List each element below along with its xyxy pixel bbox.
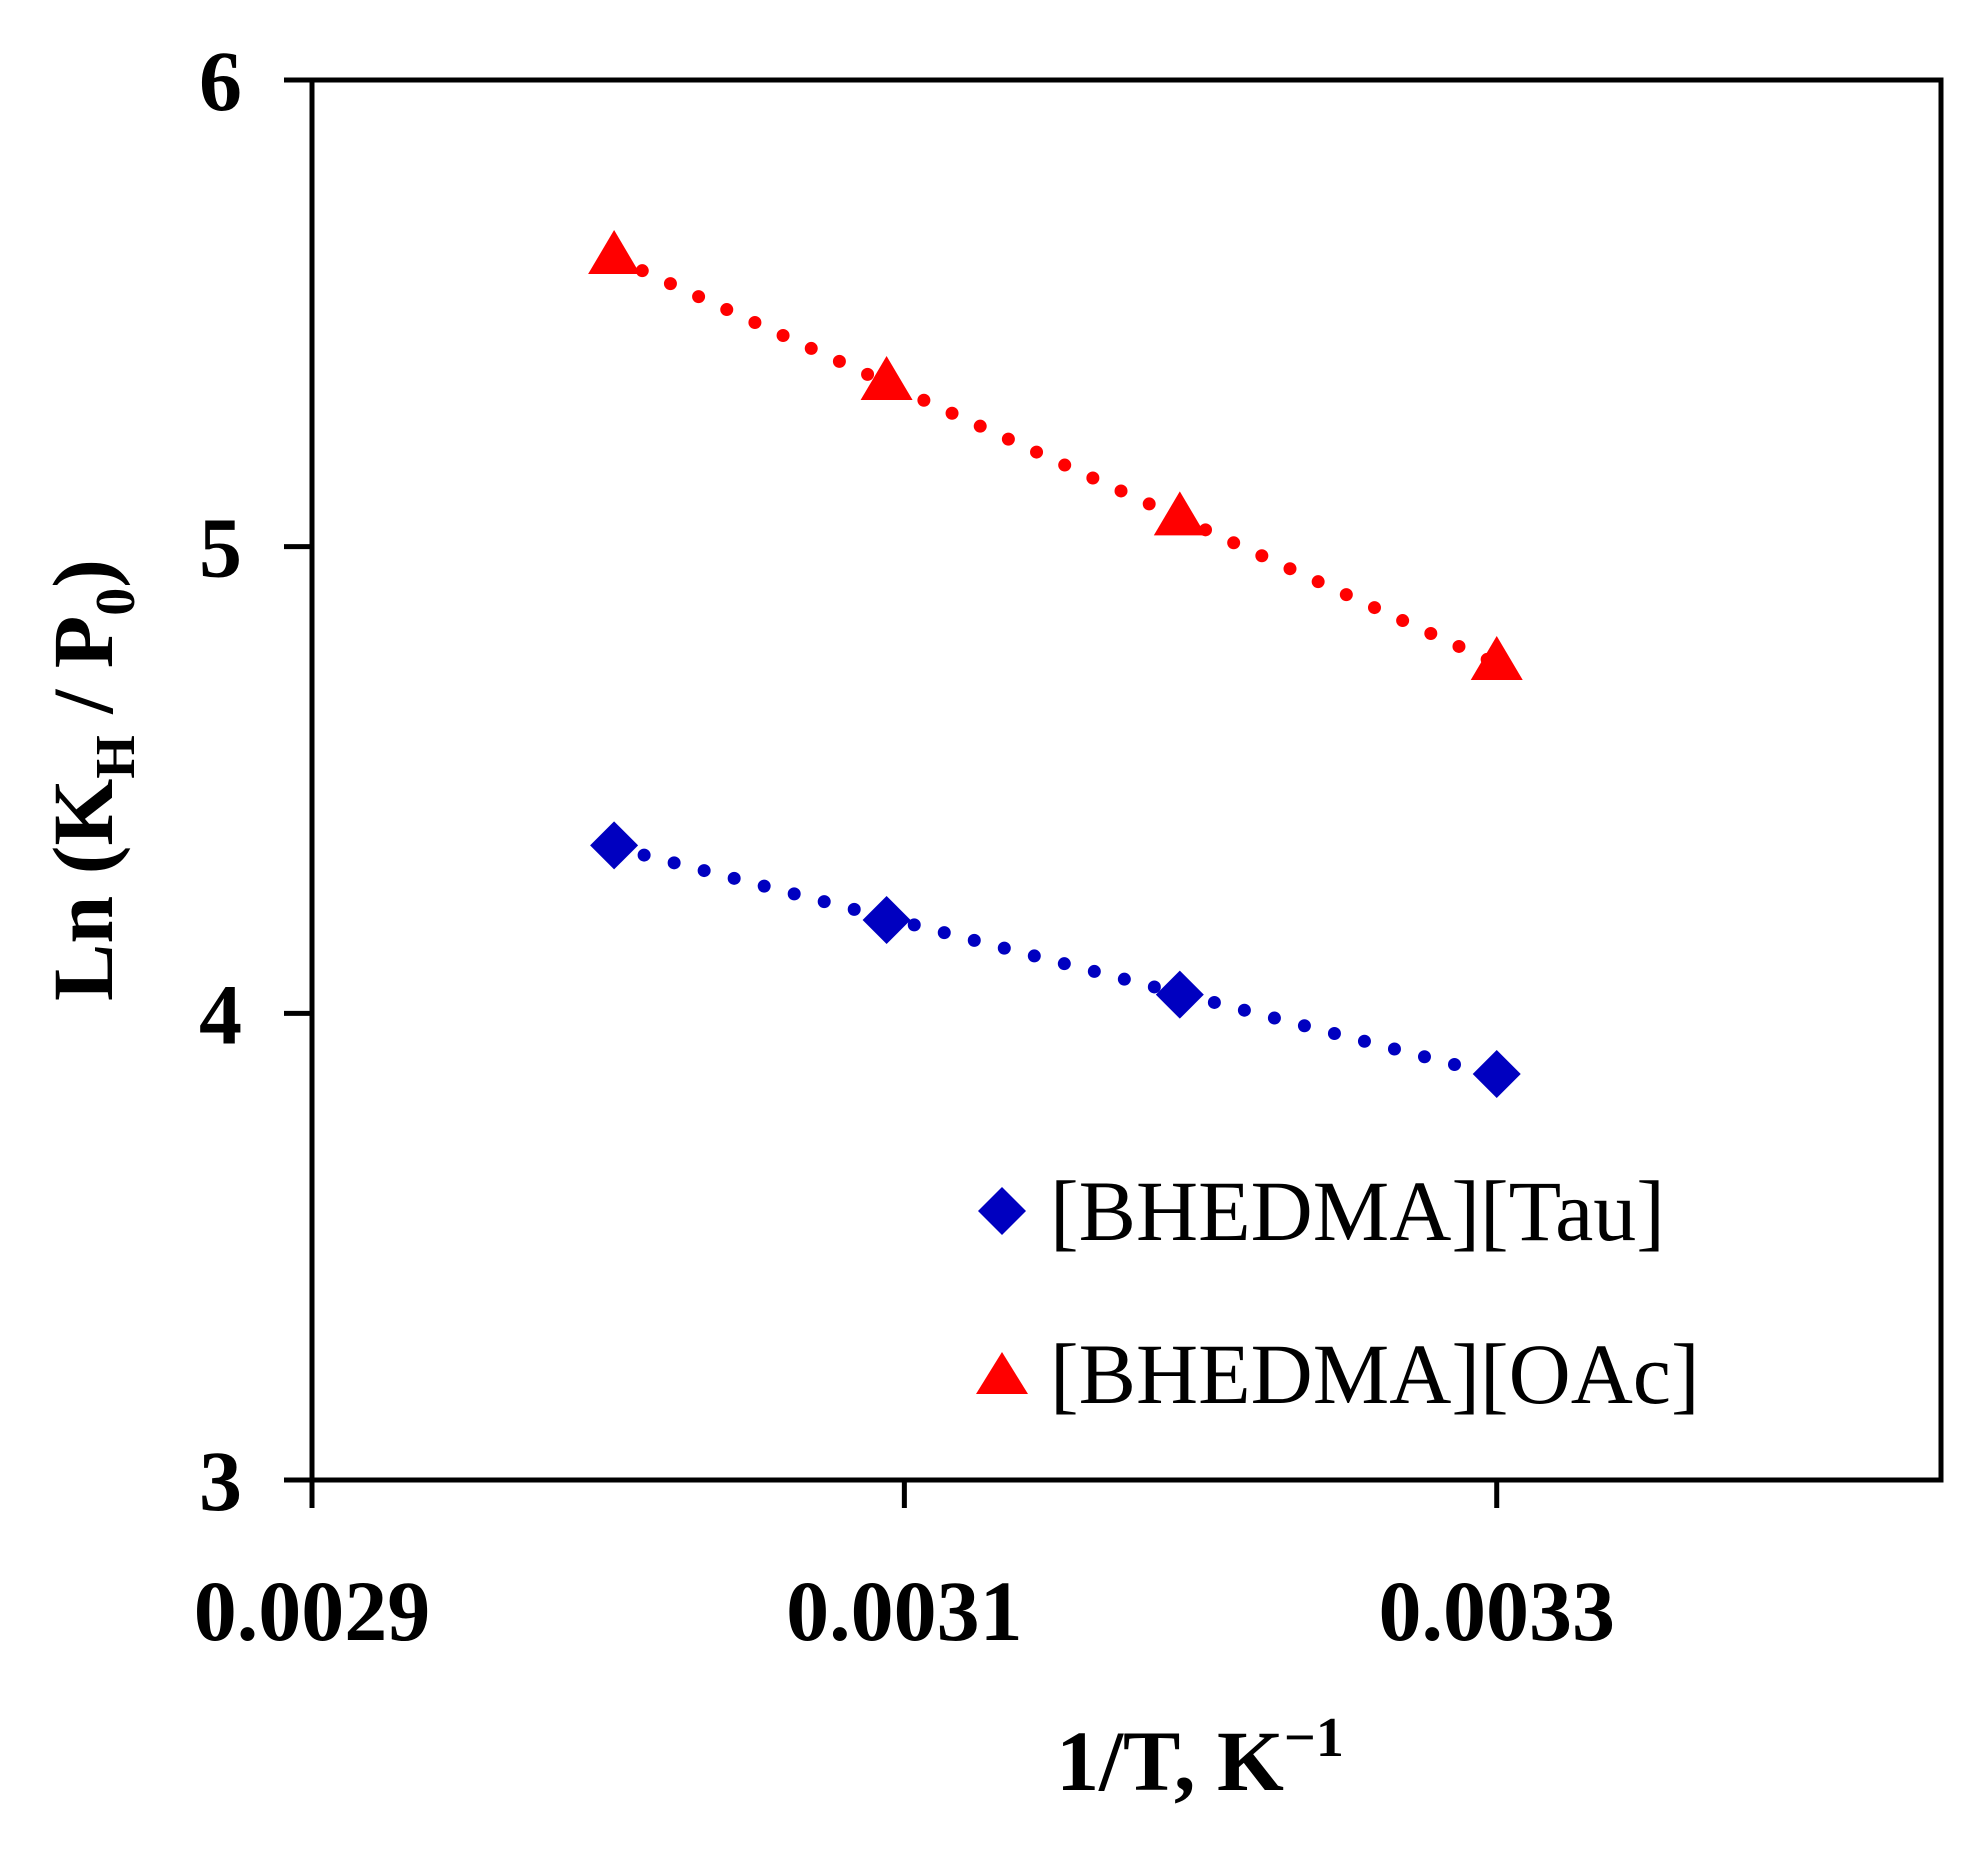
y-tick-label: 4 [199,966,242,1062]
trendline-oac [607,251,1504,671]
y-axis: 3 4 5 6 [199,33,312,1529]
legend-marker-oac [976,1352,1028,1394]
data-point-tau [862,896,911,944]
x-tick-label: 0.0033 [1378,1563,1615,1659]
legend-marker-tau [978,1187,1026,1235]
y-tick-label: 5 [199,500,242,596]
data-point-oac [1153,491,1206,536]
data-point-oac [588,230,641,275]
data-point-tau [1472,1050,1521,1098]
data-point-tau [590,821,639,870]
trendline-tau [607,840,1504,1082]
x-axis-title: 1/T, K−1 [1056,1707,1344,1809]
y-tick-label: 6 [199,33,242,129]
plot-area [309,77,1944,1483]
data-points [588,230,1523,1098]
legend: [BHEDMA][Tau] [BHEDMA][OAc] [976,1163,1700,1422]
x-axis: 0.0029 0.0031 0.0033 [194,1480,1615,1659]
x-tick-label: 0.0031 [786,1563,1023,1659]
data-point-oac [860,356,913,401]
y-axis-title: Ln (KH / P0) [35,559,147,1001]
legend-label-tau: [BHEDMA][Tau] [1050,1163,1665,1259]
data-point-tau [1155,970,1204,1019]
y-tick-label: 3 [199,1433,242,1529]
legend-label-oac: [BHEDMA][OAc] [1050,1326,1700,1422]
data-point-oac [1470,636,1523,681]
x-tick-label: 0.0029 [194,1563,431,1659]
trendlines [607,251,1504,1082]
